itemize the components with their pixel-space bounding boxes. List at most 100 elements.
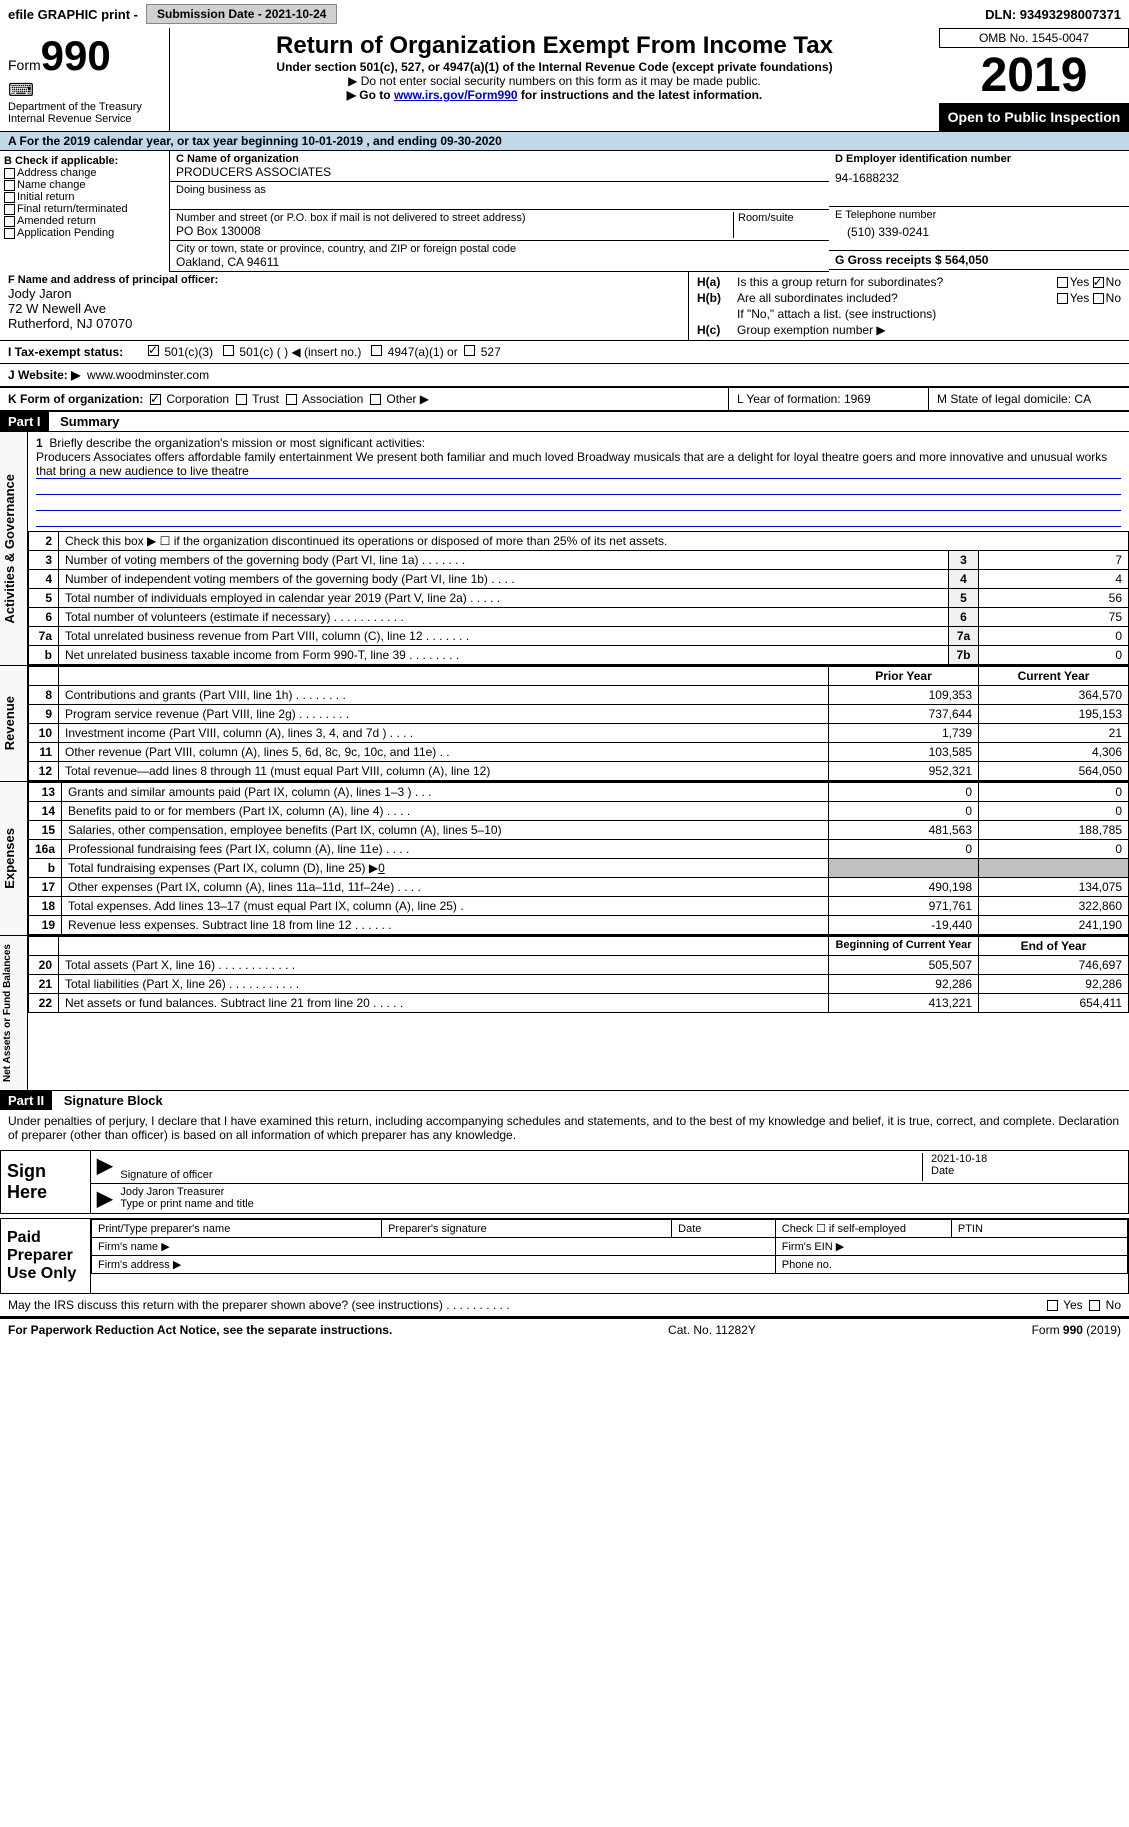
line7a: Total unrelated business revenue from Pa… <box>59 627 949 646</box>
c18: 322,860 <box>979 897 1129 916</box>
ha-text: Is this a group return for subordinates? <box>737 275 1057 289</box>
part1-title: Summary <box>52 412 127 431</box>
mission-q: Briefly describe the organization's miss… <box>49 436 425 450</box>
m-state: M State of legal domicile: CA <box>929 388 1129 410</box>
line21: Total liabilities (Part X, line 26) . . … <box>59 975 829 994</box>
check-final[interactable] <box>4 204 15 215</box>
omb-number: OMB No. 1545-0047 <box>939 28 1129 48</box>
hb-yes[interactable] <box>1057 293 1068 304</box>
check-corp[interactable] <box>150 394 161 405</box>
line13: Grants and similar amounts paid (Part IX… <box>62 783 829 802</box>
begin-header: Beginning of Current Year <box>829 937 979 956</box>
c12: 564,050 <box>979 762 1129 781</box>
i-527: 527 <box>481 345 501 359</box>
check-501c3[interactable] <box>148 345 159 356</box>
discuss-yes[interactable] <box>1047 1300 1058 1311</box>
p22: 413,221 <box>829 994 979 1013</box>
line22: Net assets or fund balances. Subtract li… <box>59 994 829 1013</box>
irs-label: Internal Revenue Service <box>8 113 161 125</box>
phone-label: Phone no. <box>775 1256 1127 1274</box>
check-527[interactable] <box>464 345 475 356</box>
check-4947[interactable] <box>371 345 382 356</box>
dept-label: Department of the Treasury <box>8 101 161 113</box>
street-label: Number and street (or P.O. box if mail i… <box>176 212 733 224</box>
check-name[interactable] <box>4 180 15 191</box>
k-assoc: Association <box>302 392 363 406</box>
line5: Total number of individuals employed in … <box>59 589 949 608</box>
v6: 75 <box>979 608 1129 627</box>
c20: 746,697 <box>979 956 1129 975</box>
i-label: I Tax-exempt status: <box>8 345 148 359</box>
hb-note: If "No," attach a list. (see instruction… <box>737 307 936 321</box>
dln-label: DLN: 93493298007371 <box>985 7 1121 22</box>
sidebar-netassets: Net Assets or Fund Balances <box>0 936 15 1090</box>
c11: 4,306 <box>979 743 1129 762</box>
submission-date-button[interactable]: Submission Date - 2021-10-24 <box>146 4 337 24</box>
check-assoc[interactable] <box>286 394 297 405</box>
p18: 971,761 <box>829 897 979 916</box>
sig-date: 2021-10-18 <box>931 1153 1122 1165</box>
discuss-no[interactable] <box>1089 1300 1100 1311</box>
line7b: Net unrelated business taxable income fr… <box>59 646 949 665</box>
check-pending[interactable] <box>4 228 15 239</box>
hb-no[interactable] <box>1093 293 1104 304</box>
k-corp: Corporation <box>166 392 229 406</box>
firm-ein-label: Firm's EIN ▶ <box>775 1238 1127 1256</box>
firm-name-label: Firm's name ▶ <box>92 1238 776 1256</box>
officer-addr2: Rutherford, NJ 07070 <box>8 316 680 331</box>
officer-addr1: 72 W Newell Ave <box>8 301 680 316</box>
c22: 654,411 <box>979 994 1129 1013</box>
line9: Program service revenue (Part VIII, line… <box>59 705 829 724</box>
street-value: PO Box 130008 <box>176 224 733 238</box>
line2: Check this box ▶ ☐ if the organization d… <box>59 532 1129 551</box>
efile-label: efile GRAPHIC print - <box>8 7 138 22</box>
discuss-yes-label: Yes <box>1063 1298 1083 1312</box>
ha-no[interactable] <box>1093 277 1104 288</box>
instructions-link[interactable]: www.irs.gov/Form990 <box>394 88 518 102</box>
room-label: Room/suite <box>738 212 823 224</box>
cat-no: Cat. No. 11282Y <box>668 1323 756 1337</box>
check-amended[interactable] <box>4 216 15 227</box>
v7a: 0 <box>979 627 1129 646</box>
check-trust[interactable] <box>236 394 247 405</box>
b-title: B Check if applicable: <box>4 155 165 167</box>
no-label2: No <box>1106 291 1121 305</box>
tel-label: E Telephone number <box>835 209 1123 221</box>
p16a: 0 <box>829 840 979 859</box>
check-other[interactable] <box>370 394 381 405</box>
line11: Other revenue (Part VIII, column (A), li… <box>59 743 829 762</box>
ha-yes[interactable] <box>1057 277 1068 288</box>
c14: 0 <box>979 802 1129 821</box>
sig-name: Jody Jaron Treasurer <box>120 1186 1122 1198</box>
check-address[interactable] <box>4 168 15 179</box>
sig-date-label: Date <box>931 1165 1122 1177</box>
line3: Number of voting members of the governin… <box>59 551 949 570</box>
part2-title: Signature Block <box>56 1091 171 1110</box>
b-amended: Amended return <box>17 215 96 227</box>
discuss-text: May the IRS discuss this return with the… <box>8 1298 510 1312</box>
c15: 188,785 <box>979 821 1129 840</box>
officer-name: Jody Jaron <box>8 286 680 301</box>
check-initial[interactable] <box>4 192 15 203</box>
p12: 952,321 <box>829 762 979 781</box>
end-header: End of Year <box>979 937 1129 956</box>
p8: 109,353 <box>829 686 979 705</box>
city-label: City or town, state or province, country… <box>176 243 823 255</box>
b-initial: Initial return <box>17 191 74 203</box>
b-final: Final return/terminated <box>17 203 128 215</box>
sign-here-label: Sign Here <box>1 1151 91 1213</box>
line12: Total revenue—add lines 8 through 11 (mu… <box>59 762 829 781</box>
ptin-label: PTIN <box>951 1220 1127 1238</box>
sidebar-expenses: Expenses <box>0 820 19 897</box>
p20: 505,507 <box>829 956 979 975</box>
p21: 92,286 <box>829 975 979 994</box>
v7b: 0 <box>979 646 1129 665</box>
line8: Contributions and grants (Part VIII, lin… <box>59 686 829 705</box>
note-goto-post: for instructions and the latest informat… <box>518 88 763 102</box>
f-label: F Name and address of principal officer: <box>8 274 680 286</box>
org-name: PRODUCERS ASSOCIATES <box>176 165 823 179</box>
prep-name-label: Print/Type preparer's name <box>92 1220 382 1238</box>
check-501c[interactable] <box>223 345 234 356</box>
line18: Total expenses. Add lines 13–17 (must eq… <box>62 897 829 916</box>
b-pending: Application Pending <box>17 227 114 239</box>
